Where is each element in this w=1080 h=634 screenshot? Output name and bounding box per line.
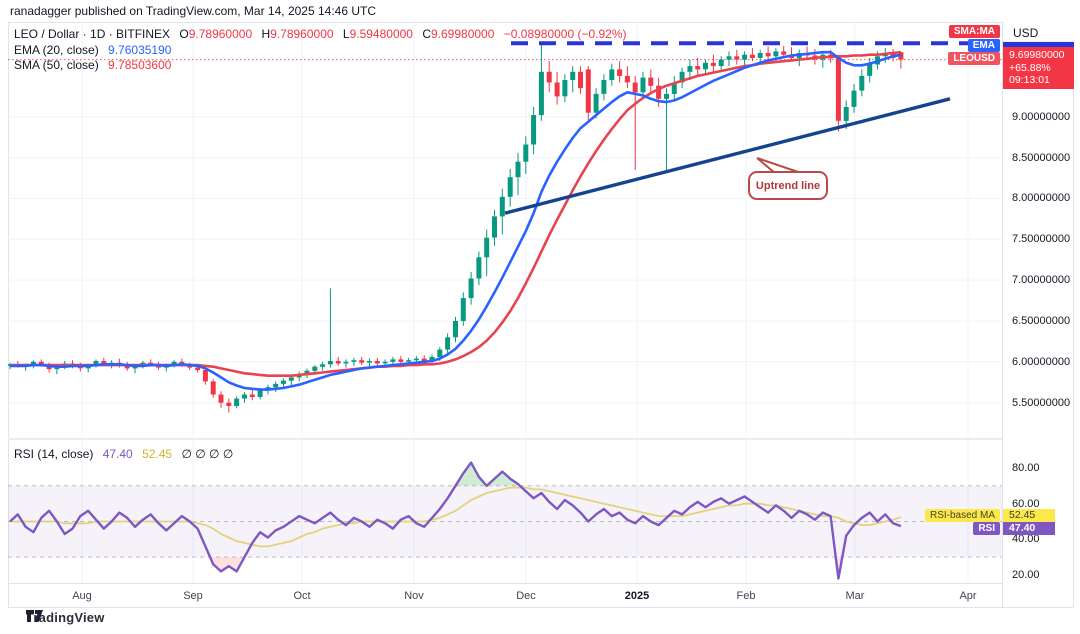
time-axis[interactable]: Aug Sep Oct Nov Dec 2025 Feb Mar Apr [8,583,1002,609]
time-tick-label: Mar [845,590,865,602]
time-tick-label: Nov [404,590,424,602]
rsi-tick-label: 40.00 [1012,533,1040,545]
price-tick-label: 6.50000000 [1012,315,1071,327]
close-value: 9.69980000 [431,27,495,41]
rsi-value-box: 47.40 [1003,522,1055,535]
rsi-tick-label: 60.00 [1012,498,1040,510]
last-price: 9.69980000 [1009,49,1065,61]
time-tick-label: Oct [293,590,311,602]
sma-label: SMA (50, close) [14,58,99,72]
sma-legend[interactable]: SMA (50, close) 9.78503600 [14,58,171,72]
change-value: −0.08980000 (−0.92%) [503,27,627,41]
callout-text: Uptrend line [755,179,821,192]
ema-label: EMA (20, close) [14,43,99,57]
rsi-axis[interactable]: 80.00 60.00 40.00 20.00 [1003,440,1074,583]
price-tick-label: 7.50000000 [1012,233,1071,245]
price-tick-label: 5.50000000 [1012,397,1071,409]
rsi-indicator-chart[interactable] [8,440,1002,583]
ema-series-tag[interactable]: EMA [967,39,1000,52]
change-percent: +65.88% [1009,61,1051,74]
currency-label[interactable]: USD [1003,22,1074,42]
bar-countdown: 09:13:01 [1009,74,1050,86]
price-tick-label: 9.00000000 [1012,111,1071,123]
price-axis-separator [1002,22,1003,608]
high-label: H [261,27,271,41]
tradingview-watermark[interactable]: TradingView [26,610,105,625]
time-tick-label: Feb [736,590,756,602]
price-tick-label: 8.00000000 [1012,192,1071,204]
symbol-title: LEO / Dollar · 1D · BITFINEX [14,27,171,41]
open-label: O [179,27,189,41]
close-label: C [422,27,431,41]
rsi-ma-value-box: 52.45 [1003,509,1055,522]
rsi-legend-value: 47.40 [102,447,133,461]
attribution-text: ranadagger published on TradingView.com,… [10,4,377,18]
rsi-ma-legend-value: 52.45 [142,447,173,461]
price-tick-label: 8.50000000 [1012,152,1071,164]
tradingview-wordmark: TradingView [26,610,105,625]
pane-divider[interactable] [8,438,1002,440]
ema-legend[interactable]: EMA (20, close) 9.76035190 [14,43,171,57]
time-tick-label: 2025 [624,590,650,602]
rsi-tick-label: 80.00 [1012,462,1040,474]
last-price-box: 9.69980000 +65.88% 09:13:01 [1003,47,1074,89]
time-tick-label: Aug [72,590,92,602]
main-price-chart[interactable] [8,22,1002,437]
high-value: 9.78960000 [270,27,334,41]
rsi-tag[interactable]: RSI [973,522,1000,535]
uptrend-line-callout[interactable]: Uptrend line [748,171,828,200]
symbol-legend[interactable]: LEO / Dollar · 1D · BITFINEX O9.78960000… [14,27,627,41]
rsi-legend[interactable]: RSI (14, close) 47.40 52.45 ∅ ∅ ∅ ∅ [14,447,233,461]
price-tick-label: 6.00000000 [1012,356,1071,368]
rsi-hidden-band-values: ∅ ∅ ∅ ∅ [181,447,234,461]
ema-value: 9.76035190 [108,43,172,57]
open-value: 9.78960000 [188,27,253,41]
sma-series-tag[interactable]: SMA:MA [948,25,1000,38]
symbol-series-tag[interactable]: LEOUSD [948,52,1000,65]
price-tick-label: 7.00000000 [1012,274,1071,286]
time-tick-label: Dec [516,590,536,602]
tradingview-logo-icon [26,610,43,622]
resistance-price-strip [1003,40,1074,50]
rsi-label: RSI (14, close) [14,447,94,461]
rsi-tick-label: 20.00 [1012,569,1040,581]
sma-value: 9.78503600 [108,58,172,72]
rsi-ma-tag[interactable]: RSI-based MA [924,509,1000,522]
price-axis[interactable]: 9.00000000 8.50000000 8.00000000 7.50000000… [1003,22,1074,437]
low-label: L [342,27,350,41]
time-tick-label: Apr [959,590,977,602]
low-value: 9.59480000 [349,27,413,41]
time-tick-label: Sep [183,590,203,602]
